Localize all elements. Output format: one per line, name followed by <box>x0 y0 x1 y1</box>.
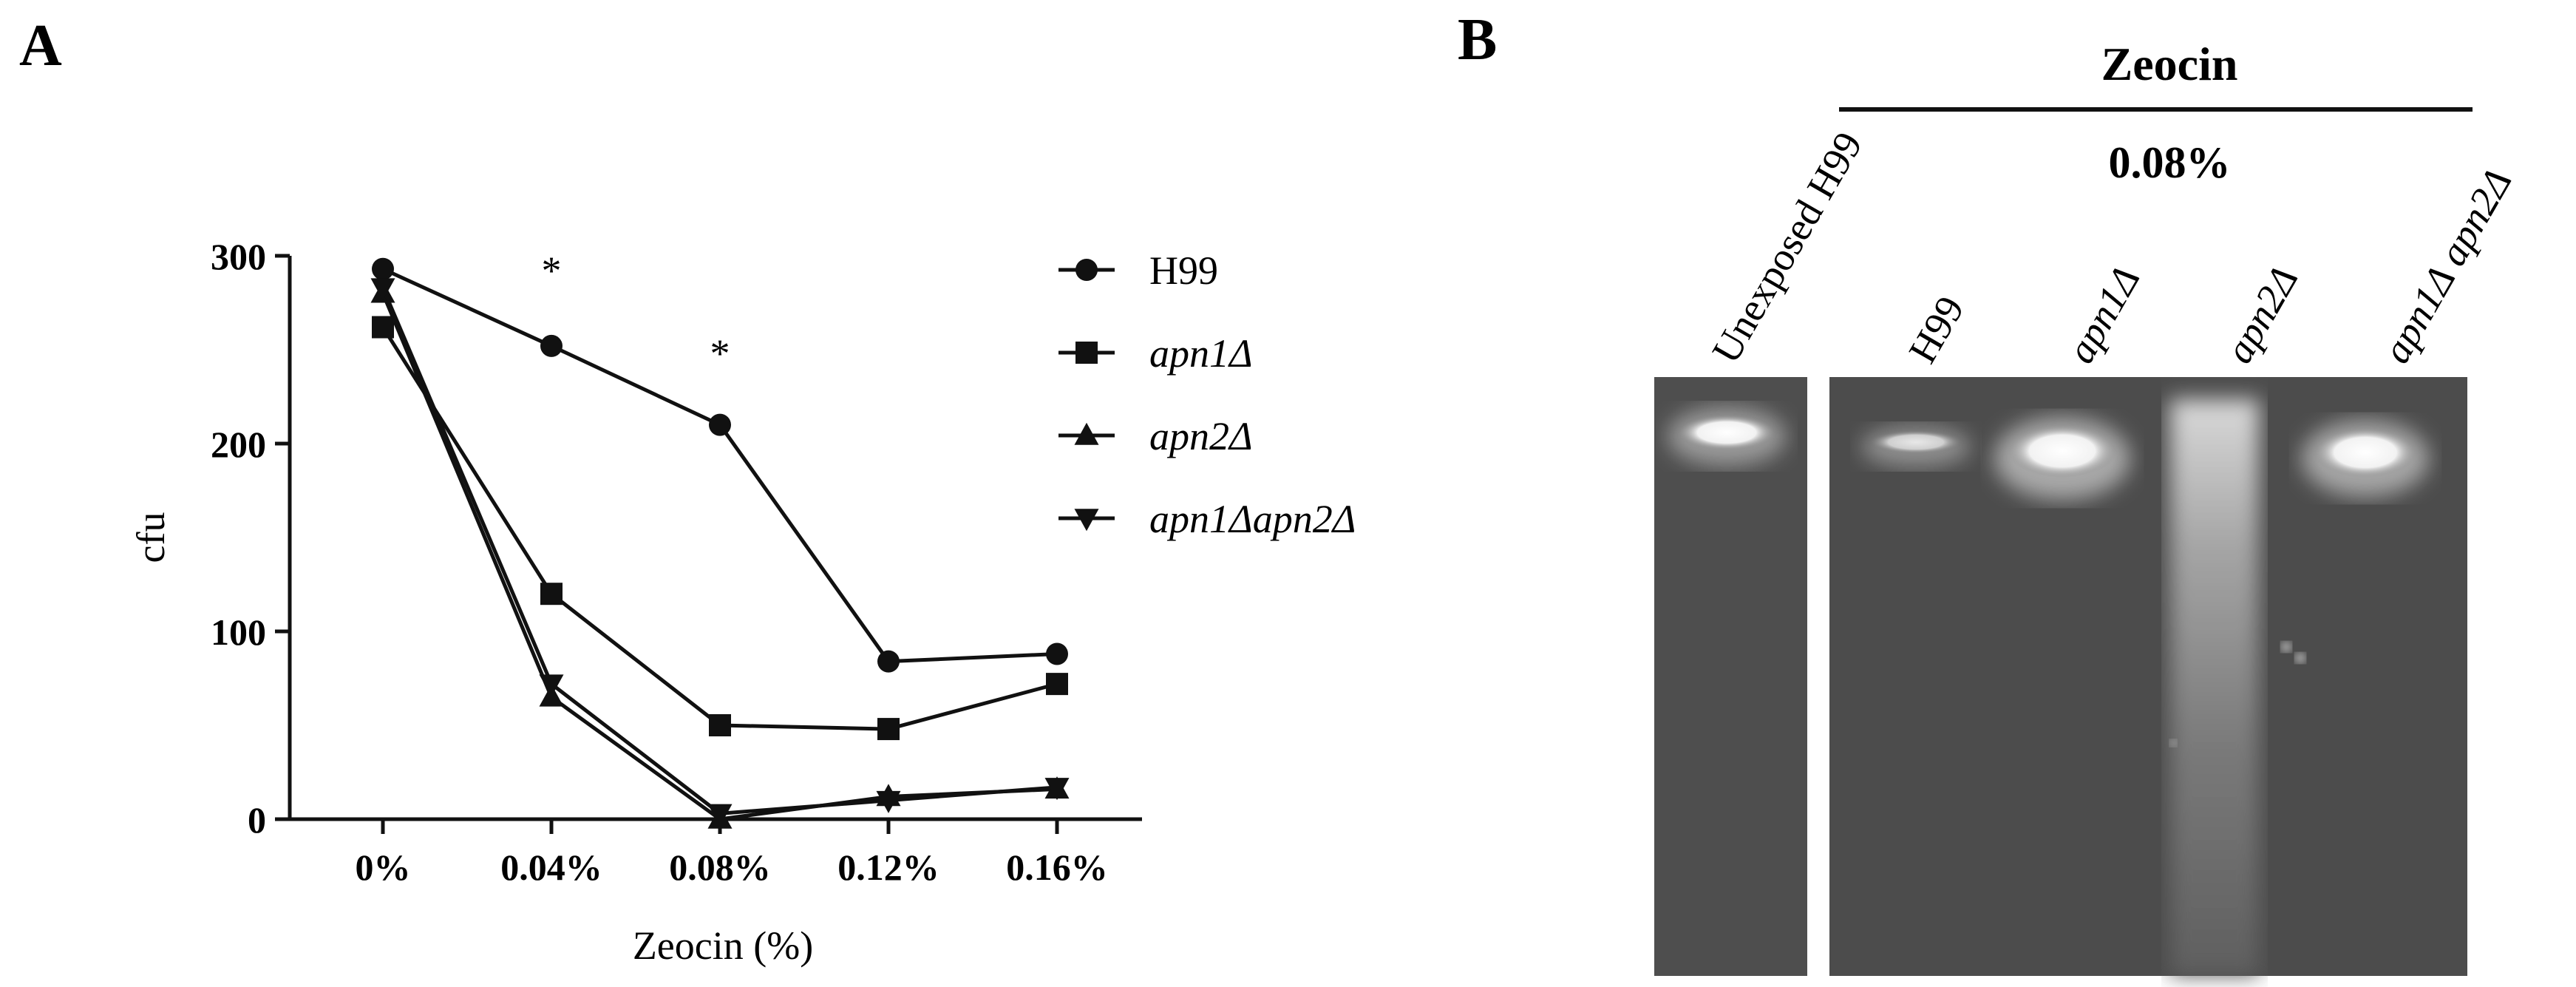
lane-label: apn2Δ <box>2216 259 2306 370</box>
significance-asterisk: * <box>710 331 730 376</box>
gel-smear-apn2 <box>2169 399 2305 976</box>
x-tick-label: 0.08% <box>669 847 771 888</box>
panel-b: B Zeocin 0.08% <box>1458 7 2520 976</box>
series-layer <box>370 257 1070 829</box>
data-point <box>707 804 733 827</box>
data-point <box>539 674 564 697</box>
series-line <box>381 267 1058 664</box>
zeocin-header: Zeocin <box>2101 38 2238 90</box>
x-axis-label: Zeocin (%) <box>633 923 813 968</box>
gel-band-unexposed <box>1668 407 1786 466</box>
data-point <box>370 278 395 301</box>
concentration-label: 0.08% <box>2109 138 2231 187</box>
gel-unexposed-panel <box>1654 377 1807 976</box>
gel-band-apn1-apn2 <box>2302 420 2429 497</box>
legend-marker <box>1074 509 1099 532</box>
data-point <box>877 650 900 673</box>
data-point <box>1046 642 1068 665</box>
data-point <box>372 257 394 280</box>
y-tick-label: 0 <box>248 799 266 841</box>
lane-label: H99 <box>1900 288 1972 370</box>
panel-a-label: A <box>19 13 62 78</box>
legend-label: H99 <box>1149 248 1218 293</box>
data-point <box>1044 778 1070 801</box>
series-1 <box>372 316 1068 741</box>
x-tick-label: 0.16% <box>1006 847 1108 888</box>
x-tick-label: 0.04% <box>500 847 602 888</box>
y-tick-label: 300 <box>211 236 266 277</box>
data-point <box>540 334 563 357</box>
data-point <box>372 316 394 339</box>
lane-label: apn1Δ apn2Δ <box>2373 161 2520 370</box>
significance-asterisk: * <box>542 248 562 293</box>
lane-label-unexposed: Unexposed H99 <box>1703 124 1871 370</box>
legend-marker <box>1075 342 1098 364</box>
x-ticks: 0% 0.04% 0.08% 0.12% 0.16% <box>356 819 1108 888</box>
x-tick-label: 0.12% <box>837 847 939 888</box>
legend-label: apn1Δ <box>1149 331 1253 376</box>
y-ticks: 0 100 200 300 <box>211 236 290 841</box>
y-axis-label: cfu <box>129 512 173 563</box>
data-point <box>709 413 731 436</box>
panel-b-label: B <box>1458 7 1497 72</box>
x-tick-label: 0% <box>356 847 411 888</box>
legend-marker <box>1074 422 1099 445</box>
legend-marker <box>1075 259 1098 281</box>
legend-label: apn1Δapn2Δ <box>1149 497 1356 541</box>
y-tick-label: 100 <box>211 611 266 653</box>
data-point <box>876 790 901 813</box>
data-point <box>1046 673 1068 696</box>
lane-label: apn1Δ <box>2058 259 2148 370</box>
gel-band-h99 <box>1861 426 1971 467</box>
annotations: ** <box>542 248 730 376</box>
series-0 <box>372 257 1068 673</box>
data-point <box>877 718 900 741</box>
series-3 <box>370 278 1070 827</box>
gel-band-apn1 <box>1994 417 2130 500</box>
data-point <box>540 583 563 606</box>
y-tick-label: 200 <box>211 424 266 465</box>
legend-label: apn2Δ <box>1149 414 1253 458</box>
data-point <box>709 714 731 736</box>
